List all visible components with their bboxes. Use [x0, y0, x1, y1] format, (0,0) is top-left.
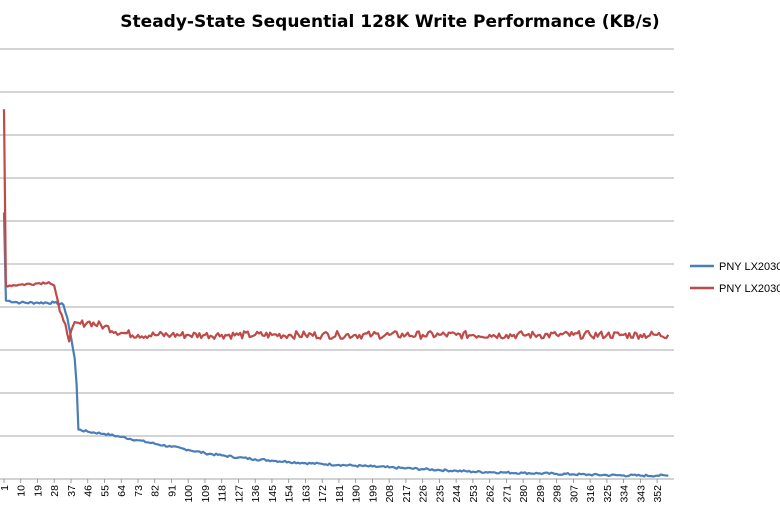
- chart-title: Steady-State Sequential 128K Write Perfo…: [120, 12, 660, 32]
- x-tick-label: 55: [99, 485, 111, 497]
- x-tick-label: 154: [284, 485, 296, 503]
- x-tick-label: 253: [468, 485, 480, 503]
- x-tick-label: 334: [619, 485, 631, 503]
- x-tick-label: 298: [552, 485, 564, 503]
- x-tick-label: 181: [334, 485, 346, 503]
- legend: PNY LX2030 PNY LX2030: [690, 261, 780, 295]
- x-tick-label: 271: [501, 485, 513, 503]
- x-tick-label: 28: [49, 485, 61, 497]
- x-tick-label: 352: [652, 485, 664, 503]
- series-line-2: [2, 109, 670, 343]
- x-tick-label: 1: [0, 485, 11, 491]
- x-tick-label: 226: [418, 485, 430, 503]
- x-tick-label: 145: [267, 485, 279, 503]
- x-tick-label: 46: [83, 485, 95, 497]
- series-lines: [2, 109, 670, 478]
- x-tick-label: 262: [485, 485, 497, 503]
- legend-label: PNY LX2030: [719, 283, 780, 295]
- x-tick-label: 136: [250, 485, 262, 503]
- gridlines: [0, 48, 674, 480]
- x-tick-label: 118: [217, 485, 229, 502]
- x-tick-label: 280: [518, 485, 530, 503]
- legend-label: PNY LX2030: [719, 261, 780, 273]
- x-tick-label: 19: [32, 485, 44, 497]
- x-tick-label: 100: [183, 485, 195, 503]
- x-tick-label: 244: [451, 485, 463, 503]
- x-tick-label: 190: [351, 485, 363, 503]
- x-tick-label: 73: [133, 485, 145, 497]
- x-tick-label: 37: [66, 485, 78, 497]
- x-tick-label: 325: [602, 485, 614, 503]
- x-tick-label: 307: [568, 485, 580, 503]
- x-tick-label: 289: [535, 485, 547, 503]
- x-tick-label: 91: [166, 485, 178, 497]
- x-tick-label: 163: [300, 485, 312, 503]
- x-tick-label: 64: [116, 485, 128, 497]
- x-tick-label: 10: [16, 485, 28, 497]
- x-tick-label: 343: [635, 485, 647, 503]
- x-axis: 1 10 19 28 37 46 55 64 73 82 91 100 109 118 127 136 145 1…: [0, 479, 664, 503]
- x-tick-label: 199: [367, 485, 379, 503]
- series-line-1: [2, 212, 669, 478]
- x-tick-label: 172: [317, 485, 329, 503]
- x-tick-label: 316: [585, 485, 597, 503]
- x-tick-label: 217: [401, 485, 413, 503]
- x-tick-label: 235: [434, 485, 446, 503]
- x-tick-label: 127: [233, 485, 245, 503]
- x-tick-label: 109: [200, 485, 212, 503]
- x-tick-label: 82: [150, 485, 162, 497]
- x-tick-label: 208: [384, 485, 396, 503]
